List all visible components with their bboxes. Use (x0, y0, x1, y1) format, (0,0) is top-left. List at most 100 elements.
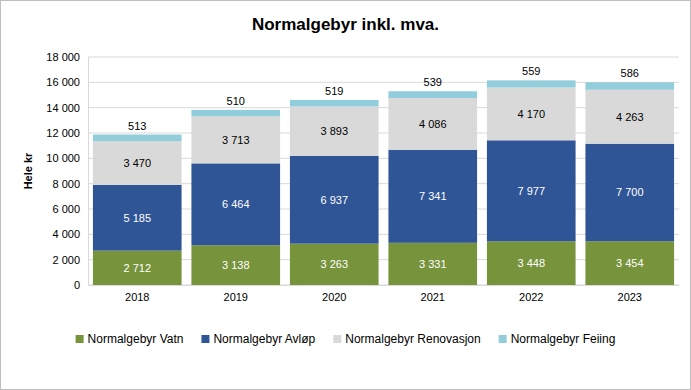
x-axis: 2018 2019 2020 2021 2022 2023 (89, 285, 680, 303)
bar-segment (487, 140, 576, 241)
data-label: 519 (325, 85, 343, 97)
data-label: 3 893 (320, 125, 348, 137)
y-tick-label: 18 000 (46, 51, 80, 63)
legend-label: Normalgebyr Feiing (511, 332, 616, 346)
bar-segment (487, 80, 576, 87)
x-tick-label: 2019 (224, 291, 248, 303)
legend-swatch (499, 335, 507, 343)
y-axis-line (88, 58, 89, 286)
data-label: 586 (621, 67, 639, 79)
bar-segment (585, 90, 674, 144)
data-label: 7 700 (616, 186, 644, 198)
y-tick-label: 12 000 (46, 127, 80, 139)
y-tick-label: 2 000 (52, 254, 80, 266)
data-label: 6 464 (222, 198, 250, 210)
y-axis-title: Hele kr (22, 152, 34, 189)
y-tick-label: 16 000 (46, 76, 80, 88)
bar-segment (487, 241, 576, 285)
grid (88, 57, 679, 285)
legend: Normalgebyr Vatn Normalgebyr Avløp Normalg… (76, 332, 616, 346)
data-labels: 2 712 3 138 3 263 3 331 3 448 3 454 5 185 6 464… (123, 65, 643, 273)
bar-segment (93, 185, 182, 251)
data-label: 3 448 (517, 257, 545, 269)
data-label: 3 138 (222, 259, 250, 271)
legend-item: Normalgebyr Renovasjon (333, 332, 480, 346)
legend-swatch (201, 335, 209, 343)
data-label: 4 170 (517, 108, 545, 120)
data-label: 2 712 (123, 262, 151, 274)
x-tick-label: 2020 (322, 291, 346, 303)
x-tick: 2023 (618, 285, 642, 303)
bar-segment (388, 98, 477, 150)
y-tick: 10 000 (46, 152, 88, 164)
bar-segment (93, 135, 182, 141)
data-label: 5 185 (123, 212, 151, 224)
bar-segment (585, 82, 674, 89)
bar-segment (290, 244, 379, 285)
bar-segment (487, 87, 576, 140)
y-axis: 0 2 000 4 000 6 000 8 000 10 000 12 000 14 000 1… (46, 51, 88, 291)
y-tick: 0 (74, 279, 88, 291)
y-tick: 6 000 (52, 203, 88, 215)
chart-frame (1, 1, 691, 390)
data-label: 4 086 (419, 118, 447, 130)
bar-segment (388, 243, 477, 285)
title: Normalgebyr inkl. mva. (252, 15, 439, 34)
y-tick-label: 8 000 (52, 178, 80, 190)
legend-item: Normalgebyr Feiing (499, 332, 616, 346)
x-tick: 2021 (421, 285, 445, 303)
bar-segment (290, 100, 379, 107)
data-label: 3 454 (616, 257, 644, 269)
x-tick-label: 2018 (125, 291, 149, 303)
legend-label: Normalgebyr Avløp (213, 332, 315, 346)
data-label: 3 263 (320, 258, 348, 270)
bar-segment (93, 251, 182, 285)
legend-label: Normalgebyr Vatn (88, 332, 184, 346)
legend-item: Normalgebyr Avløp (201, 332, 315, 346)
bars (93, 80, 674, 285)
bar-segment (191, 110, 280, 116)
bar-segment (191, 116, 280, 163)
data-label: 539 (424, 76, 442, 88)
legend-swatch (333, 335, 341, 343)
x-tick: 2018 (125, 285, 149, 303)
data-label: 559 (522, 65, 540, 77)
legend-label: Normalgebyr Renovasjon (345, 332, 480, 346)
bar-segment (388, 150, 477, 243)
y-tick: 8 000 (52, 178, 88, 190)
data-label: 3 331 (419, 258, 447, 270)
bar-segment (93, 141, 182, 185)
y-tick: 18 000 (46, 51, 88, 63)
bar-segment (585, 241, 674, 285)
x-tick-label: 2023 (618, 291, 642, 303)
data-label: 513 (128, 120, 146, 132)
y-tick: 14 000 (46, 102, 88, 114)
bar-segment (191, 163, 280, 245)
x-tick-label: 2021 (421, 291, 445, 303)
y-tick: 16 000 (46, 76, 88, 88)
data-label: 7 977 (517, 185, 545, 197)
data-label: 3 470 (123, 157, 151, 169)
x-tick: 2020 (322, 285, 346, 303)
data-label: 7 341 (419, 190, 447, 202)
y-tick-label: 6 000 (52, 203, 80, 215)
grid-line (88, 57, 679, 58)
bar-segment (290, 156, 379, 244)
data-label: 3 713 (222, 134, 250, 146)
x-tick: 2019 (224, 285, 248, 303)
y-tick: 2 000 (52, 254, 88, 266)
x-tick-label: 2022 (519, 291, 543, 303)
x-tick: 2022 (519, 285, 543, 303)
y-tick-label: 14 000 (46, 102, 80, 114)
legend-swatch (76, 335, 84, 343)
y-tick-label: 4 000 (52, 228, 80, 240)
y-tick-label: 10 000 (46, 152, 80, 164)
x-axis-line (89, 285, 680, 286)
data-label: 510 (227, 95, 245, 107)
bar-segment (585, 144, 674, 242)
bar-segment (191, 245, 280, 285)
y-tick: 4 000 (52, 228, 88, 240)
bar-segment (388, 91, 477, 98)
plot: 0 2 000 4 000 6 000 8 000 10 000 12 000 14 000 1… (46, 51, 679, 303)
legend-item: Normalgebyr Vatn (76, 332, 184, 346)
